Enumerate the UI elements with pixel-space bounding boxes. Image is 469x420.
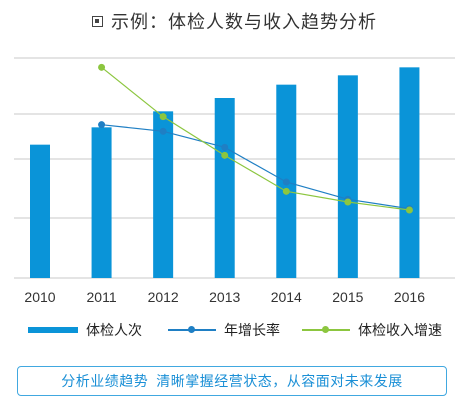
title-text: 示例：体检人数与收入趋势分析 (111, 12, 377, 33)
legend-line1-swatch (168, 324, 216, 336)
x-tick-label: 2012 (148, 289, 179, 305)
legend-item-line2: 体检收入增速 (302, 318, 442, 342)
data-point (405, 206, 413, 214)
x-tick-label: 2015 (332, 289, 363, 305)
summary-banner: 分析业绩趋势 清晰掌握经营状态，从容面对未来发展 (17, 366, 447, 396)
legend-line2-swatch (302, 324, 350, 336)
x-tick-label: 2014 (271, 289, 302, 305)
bar (91, 127, 112, 278)
legend-line2-label: 体检收入增速 (358, 323, 442, 339)
legend-item-line1: 年增长率 (168, 318, 280, 342)
bar (153, 111, 174, 278)
legend-bar-swatch (28, 327, 78, 333)
banner-part1: 分析业绩趋势 (61, 374, 149, 390)
chart-area: 2010 2011 2012 2013 2014 2015 2016 (14, 57, 455, 305)
x-tick-label: 2013 (209, 289, 240, 305)
bar (30, 144, 50, 278)
bar (399, 67, 420, 278)
legend-line1-label: 年增长率 (224, 323, 280, 339)
x-tick-label: 2010 (24, 289, 55, 305)
x-tick-label: 2011 (87, 289, 117, 305)
bar (214, 98, 235, 278)
bars (30, 67, 420, 279)
legend-bar-label: 体检人次 (86, 323, 142, 339)
x-axis-ticks: 2010 2011 2012 2013 2014 2015 2016 (24, 289, 425, 305)
data-point (282, 178, 290, 186)
series-line-1 (101, 124, 410, 210)
chart-title: 示例：体检人数与收入趋势分析 (0, 4, 469, 38)
data-point (344, 198, 352, 206)
data-point (282, 187, 290, 195)
legend: 体检人次 年增长率 体检收入增速 (0, 318, 469, 342)
data-point (98, 63, 106, 71)
data-point (98, 121, 106, 129)
banner-part2: 清晰掌握经营状态，从容面对未来发展 (156, 374, 403, 390)
lines (98, 63, 413, 214)
square-bullet-icon (92, 15, 103, 27)
data-point (221, 151, 229, 159)
data-point (159, 113, 167, 121)
x-tick-label: 2016 (394, 289, 425, 305)
series-line-2 (101, 66, 410, 211)
data-point (159, 127, 167, 135)
bar (337, 75, 358, 278)
legend-item-bar: 体检人次 (28, 318, 142, 342)
data-point (221, 143, 229, 151)
